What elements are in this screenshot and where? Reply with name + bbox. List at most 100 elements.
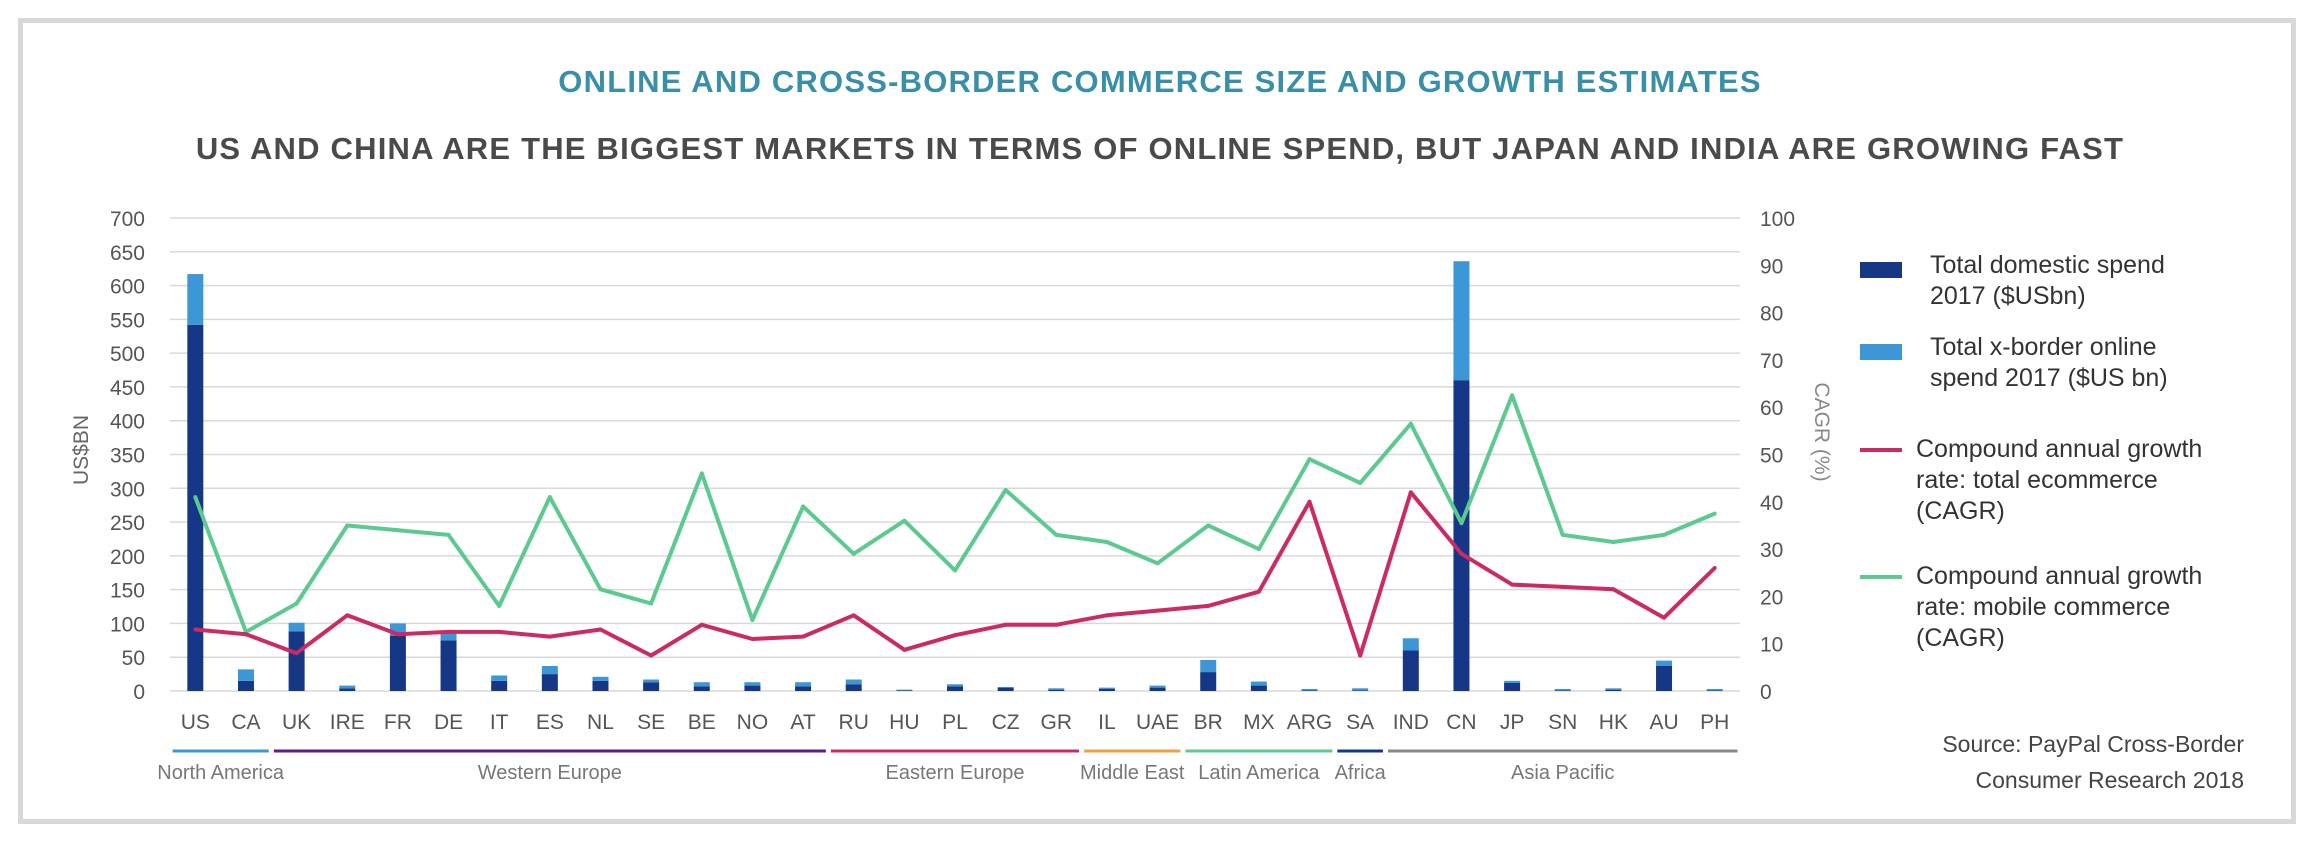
x-tick-label: GR [1041,711,1073,734]
point-cagr-mobile [294,601,299,606]
point-cagr-mobile [801,504,806,509]
x-tick-label: CA [231,711,260,734]
x-tick-label: RU [839,711,869,734]
bar-xborder [1605,688,1622,690]
point-cagr-total [1662,615,1667,620]
point-cagr-total [1307,499,1312,504]
point-cagr-mobile [1408,421,1413,426]
x-tick-label: UK [282,711,311,734]
region-label: Western Europe [478,762,622,784]
bar-xborder [643,679,660,683]
bar-xborder [1301,688,1318,691]
bar-xborder [1453,261,1470,381]
x-tick-label: IRE [330,711,365,734]
x-tick-label: HU [889,711,919,734]
bar-domestic [1706,690,1723,691]
bar-domestic [1149,687,1166,691]
point-cagr-total [1256,589,1261,594]
line-cagr-mobile [193,393,1716,634]
bar-xborder [1504,680,1521,683]
bar-xborder [1098,687,1115,689]
bar-domestic [1200,672,1217,691]
point-cagr-total [1155,608,1160,613]
bar-domestic [896,690,913,691]
point-cagr-total [1560,584,1565,589]
x-tick-label: PL [942,711,968,734]
bar-domestic [997,687,1014,691]
legend-cagr-mobile-swatch [1860,575,1902,579]
bar-domestic [187,324,204,691]
y-tick-label: 600 [110,276,145,299]
point-cagr-total [1510,582,1515,587]
point-cagr-mobile [345,523,350,528]
y2-axis-title: CAGR (%) [1810,382,1833,481]
point-cagr-total [243,632,248,637]
bar-xborder [1706,688,1723,691]
point-cagr-total [598,627,603,632]
point-cagr-mobile [497,603,502,608]
y-tick-label: 500 [110,343,145,366]
point-cagr-mobile [902,518,907,523]
point-cagr-mobile [1712,511,1717,516]
y2-tick-label: 90 [1760,255,1783,278]
legend-cagr-total-label: Compound annual growth rate: total ecomm… [1916,435,2203,525]
legend-xborder-label: Total x-border online spend 2017 ($US bn… [1930,333,2168,392]
bar-domestic [541,674,558,691]
bar-domestic [288,631,305,691]
source-line-1: Source: PayPal Cross-Border [1942,731,2244,757]
point-cagr-total [902,647,907,652]
point-cagr-total [446,629,451,634]
bar-domestic [693,686,710,691]
x-tick-label: IND [1393,711,1429,734]
legend-domestic-swatch [1860,262,1902,278]
bar-domestic [1656,665,1673,691]
bar-xborder [693,682,710,687]
point-cagr-total [497,629,502,634]
point-cagr-total [1104,613,1109,618]
point-cagr-total [1054,622,1059,627]
chart-subtitle: US AND CHINA ARE THE BIGGEST MARKETS IN … [195,131,2125,166]
y2-tick-label: 0 [1760,681,1772,704]
x-tick-label: AT [790,711,815,734]
y-tick-label: 300 [110,478,145,501]
point-cagr-mobile [750,618,755,623]
x-tick-label: SN [1548,711,1577,734]
point-cagr-mobile [851,551,856,556]
point-cagr-total [345,613,350,618]
bar-xborder [1402,638,1419,651]
point-cagr-mobile [1662,532,1667,537]
point-cagr-mobile [1003,487,1008,492]
bar-domestic [1402,650,1419,691]
point-cagr-mobile [193,495,198,500]
bar-domestic [389,635,406,691]
bar-domestic [1453,380,1470,691]
y2-tick-label: 60 [1760,397,1783,420]
bar-xborder [1250,681,1267,686]
y2-tick-label: 20 [1760,586,1783,609]
bar-domestic [1048,689,1065,691]
x-tick-label: BE [688,711,716,734]
legend-domestic-label: Total domestic spend 2017 ($USbn) [1930,251,2165,310]
bar-xborder [997,686,1014,688]
bar-xborder [339,685,356,689]
x-tick-label: IT [490,711,509,734]
point-cagr-total [294,651,299,656]
y2-tick-label: 100 [1760,208,1795,231]
y2-tick-label: 70 [1760,350,1783,373]
x-tick-label: SE [637,711,665,734]
point-cagr-total [547,634,552,639]
y-tick-label: 650 [110,242,145,265]
line-cagr-total [195,490,1717,658]
bar-domestic [1554,690,1571,691]
bar-domestic [795,686,812,691]
point-cagr-mobile [649,601,654,606]
bar-domestic [1301,690,1318,691]
y2-tick-label: 10 [1760,634,1783,657]
point-cagr-total [1003,622,1008,627]
x-tick-label: UAE [1136,711,1179,734]
point-cagr-mobile [1560,532,1565,537]
point-cagr-mobile [1256,547,1261,552]
bar-xborder [744,682,761,686]
y-tick-label: 250 [110,512,145,535]
